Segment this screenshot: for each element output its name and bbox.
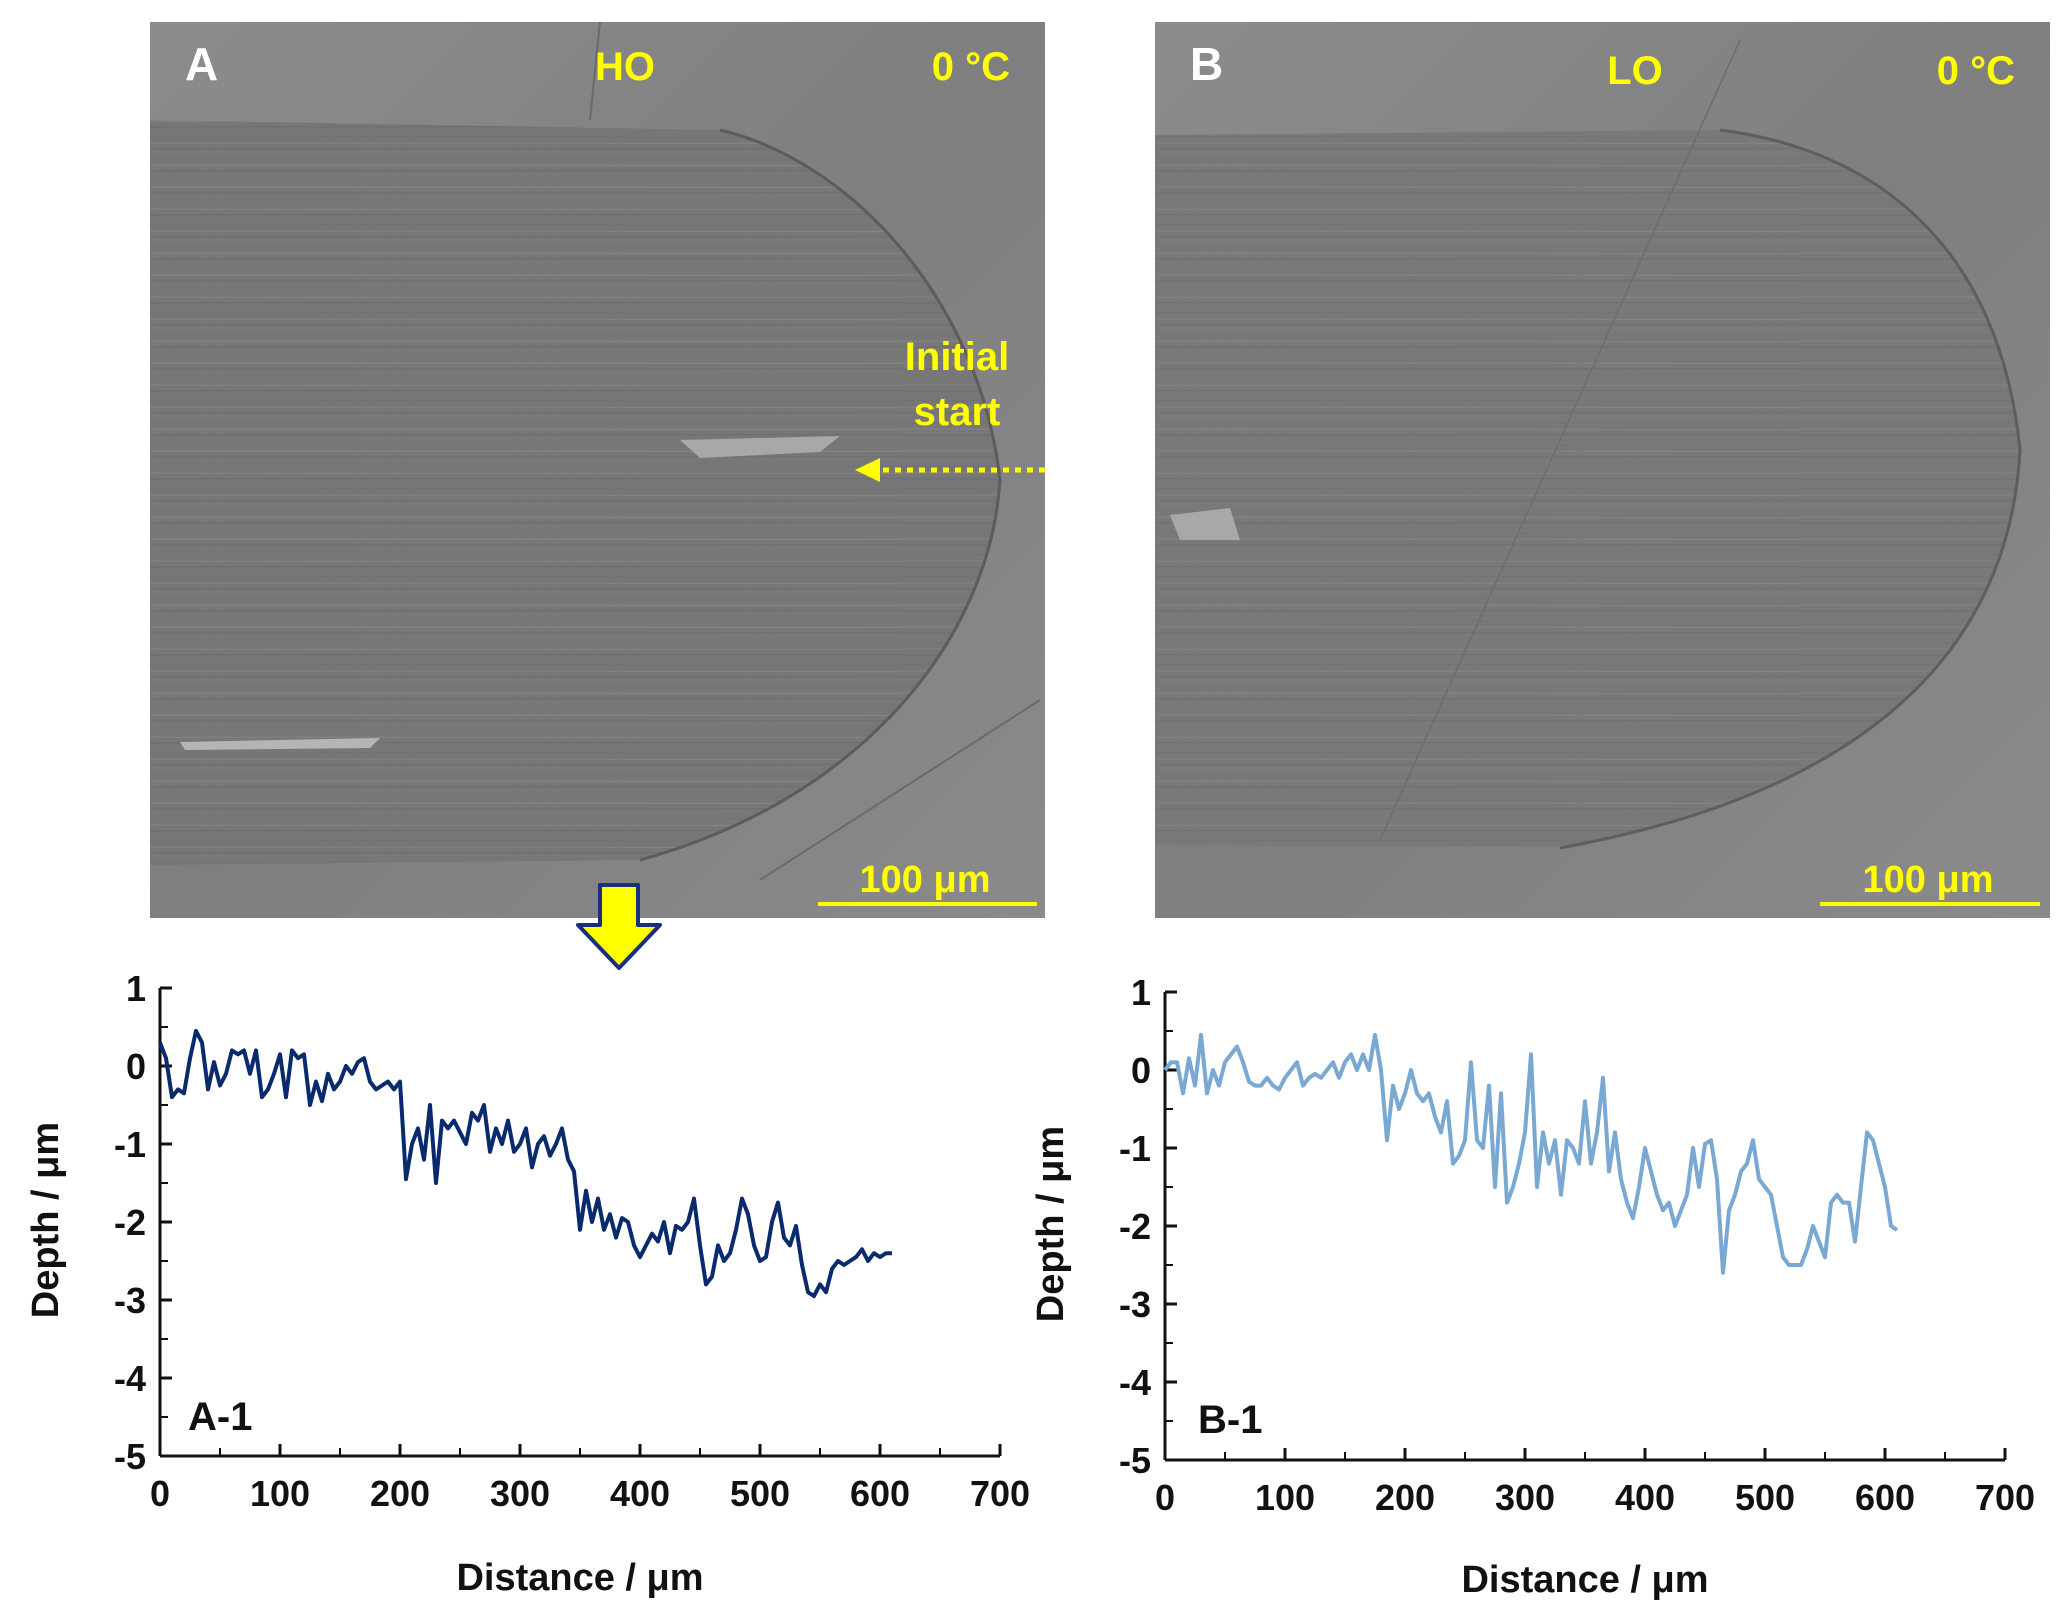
x-tick-label: 400 (1615, 1477, 1675, 1518)
x-tick-label: 0 (150, 1473, 170, 1514)
down-arrow-icon (576, 883, 662, 970)
y-tick-label: -5 (114, 1436, 146, 1477)
y-axis-label-b1: Depth / μm (1030, 1126, 1072, 1322)
y-tick-label: -1 (114, 1124, 146, 1165)
panel-label-a1: A-1 (188, 1395, 252, 1439)
x-tick-label: 100 (1255, 1477, 1315, 1518)
x-tick-label: 600 (1855, 1477, 1915, 1518)
y-tick-label: 1 (1131, 972, 1151, 1013)
y-tick-label: -5 (1119, 1440, 1151, 1481)
sample-label-a: HO (595, 45, 655, 89)
wear-track-b-texture (1155, 130, 2020, 848)
sem-scratch-a (589, 21, 601, 121)
x-tick-label: 100 (250, 1473, 310, 1514)
chart-b1-plot: 10-1-2-3-4-50 100 200 300 400 500 600 700 (1119, 972, 2035, 1518)
chart-b1: B-1 Depth / μm Distance / μm 1 0 -1 -2 -3 -4 -… (1030, 972, 2035, 1601)
y-tick-label: -3 (114, 1280, 146, 1321)
y-axis-label-a1: Depth / μm (25, 1122, 67, 1318)
panel-letter-a: A (185, 38, 218, 90)
initial-start-arrow-head (855, 458, 880, 482)
sem-panel-b: B LO 0 °C 100 μm (1155, 22, 2050, 918)
sem-panel-a: A HO 0 °C Initial start 100 μm (150, 21, 1045, 918)
sem-scratch-a2 (759, 699, 1041, 881)
x-tick-label: 0 (1155, 1477, 1175, 1518)
debris-b (1170, 508, 1240, 540)
x-tick-label: 400 (610, 1473, 670, 1514)
x-axis-label-a1: Distance / μm (456, 1557, 703, 1599)
wear-track-b-boundary (1559, 128, 2022, 850)
x-tick-label: 700 (1975, 1477, 2035, 1518)
temperature-label-a: 0 °C (932, 45, 1010, 89)
scale-bar-label-b: 100 μm (1863, 859, 1994, 901)
depth-profile-line (158, 1028, 892, 1299)
debris-a2 (180, 738, 380, 750)
x-tick-label: 300 (1495, 1477, 1555, 1518)
y-tick-label: 1 (126, 968, 146, 1009)
wear-track-a-texture (150, 120, 1000, 865)
sample-label-b: LO (1607, 49, 1663, 93)
y-tick-label: 0 (1131, 1050, 1151, 1091)
y-tick-label: 0 (126, 1046, 146, 1087)
annotation-initial: Initial (905, 335, 1009, 379)
x-tick-label: 500 (730, 1473, 790, 1514)
x-tick-label: 700 (970, 1473, 1030, 1514)
sem-scratch-b (1379, 39, 1741, 841)
y-tick-label: -2 (114, 1202, 146, 1243)
x-tick-label: 200 (370, 1473, 430, 1514)
x-axis-label-b1: Distance / μm (1461, 1559, 1708, 1601)
panel-letter-b: B (1190, 38, 1223, 90)
annotation-start: start (914, 390, 1001, 434)
chart-a1-plot: 10-1-2-3-4-50 100 200 300 400 500 600 700 (114, 968, 1030, 1514)
wear-track-a-boundary (639, 128, 1002, 862)
debris-a (680, 436, 840, 458)
scale-bar-label-a: 100 μm (860, 859, 991, 901)
panel-label-b1: B-1 (1198, 1398, 1262, 1442)
y-tick-label: -1 (1119, 1128, 1151, 1169)
chart-a1: A-1 Depth / μm Distance / μm 1 0 -1 -2 -3 -4 -… (25, 968, 1030, 1599)
depth-profile-line (1163, 1032, 1899, 1275)
y-tick-label: -3 (1119, 1284, 1151, 1325)
y-tick-label: -4 (1119, 1362, 1151, 1403)
x-tick-label: 300 (490, 1473, 550, 1514)
y-tick-label: -4 (114, 1358, 146, 1399)
x-tick-label: 500 (1735, 1477, 1795, 1518)
temperature-label-b: 0 °C (1937, 49, 2015, 93)
x-tick-label: 200 (1375, 1477, 1435, 1518)
y-tick-label: -2 (1119, 1206, 1151, 1247)
x-tick-label: 600 (850, 1473, 910, 1514)
